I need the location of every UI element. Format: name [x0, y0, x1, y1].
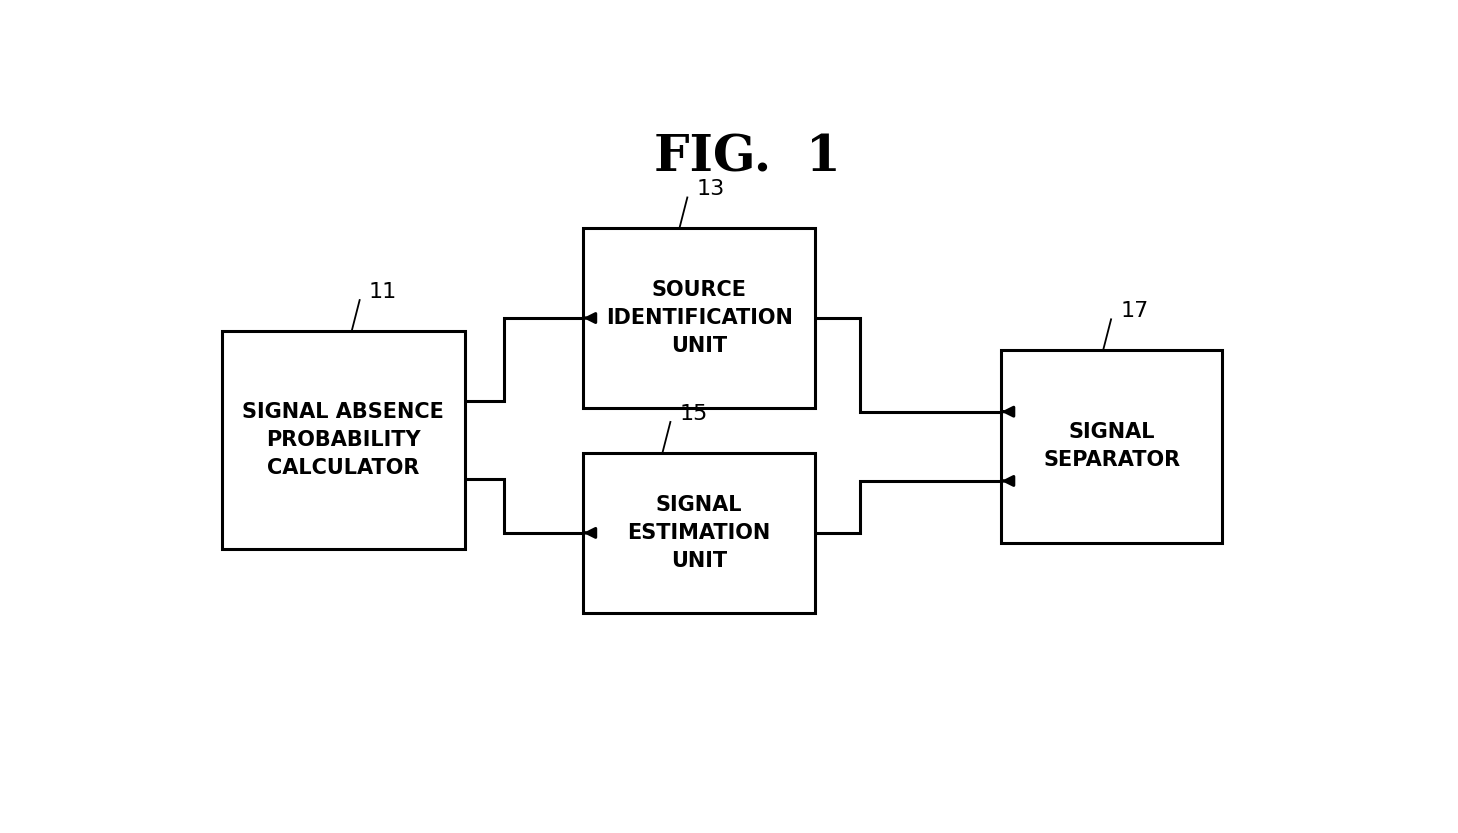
- Text: 15: 15: [679, 404, 707, 424]
- Bar: [1002, 350, 1222, 542]
- Text: 13: 13: [697, 179, 725, 199]
- Bar: [222, 331, 465, 549]
- Text: 11: 11: [369, 282, 397, 302]
- Text: SIGNAL
ESTIMATION
UNIT: SIGNAL ESTIMATION UNIT: [627, 495, 771, 571]
- Text: FIG.  1: FIG. 1: [653, 133, 841, 182]
- Text: SIGNAL
SEPARATOR: SIGNAL SEPARATOR: [1042, 422, 1180, 471]
- Text: 17: 17: [1120, 302, 1149, 322]
- Text: SOURCE
IDENTIFICATION
UNIT: SOURCE IDENTIFICATION UNIT: [605, 280, 793, 356]
- Text: SIGNAL ABSENCE
PROBABILITY
CALCULATOR: SIGNAL ABSENCE PROBABILITY CALCULATOR: [242, 402, 445, 478]
- Bar: [583, 453, 815, 613]
- Bar: [583, 228, 815, 408]
